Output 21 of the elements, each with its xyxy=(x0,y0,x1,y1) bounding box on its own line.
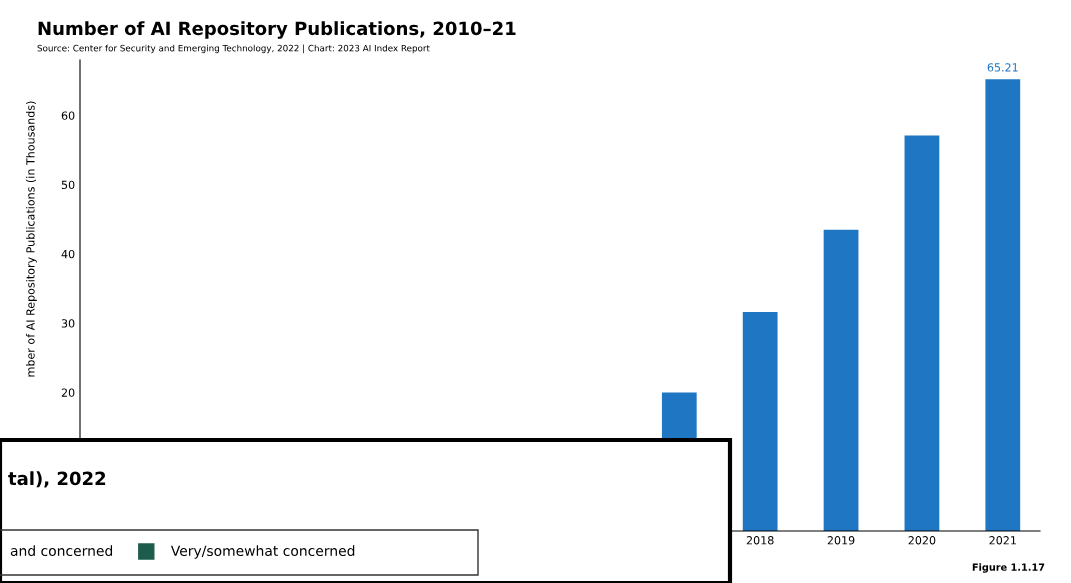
y-axis-title: mber of AI Repository Publications (in Thousands) xyxy=(26,101,37,377)
x-tick-label: 2020 xyxy=(908,536,936,545)
text: tal), 2022 xyxy=(8,471,106,488)
y-tick-label: 60 xyxy=(61,111,75,120)
y-tick-label: 20 xyxy=(61,388,75,397)
data-label: 65.21 xyxy=(987,63,1018,72)
bar xyxy=(823,229,859,531)
x-tick-label: 2019 xyxy=(827,536,855,545)
x-tick-label: 2018 xyxy=(746,536,774,545)
y-tick-label: 30 xyxy=(61,319,75,328)
chart-title: Number of AI Repository Publications, 2010–21 xyxy=(38,21,516,39)
bar xyxy=(742,312,778,531)
text: and concerned xyxy=(10,545,113,557)
bar xyxy=(985,79,1021,531)
y-tick-label: 50 xyxy=(61,180,75,190)
y-tick-label: 40 xyxy=(61,249,75,259)
legend-label: Very/somewhat concerned xyxy=(170,545,355,559)
bar xyxy=(904,135,940,531)
caption: Figure 1.1.17 xyxy=(972,563,1045,573)
x-tick-label: 2021 xyxy=(989,536,1016,545)
chart-subtitle: Source: Center for Security and Emerging Technology, 2022 | Chart: 2023 AI Index Report xyxy=(37,44,430,54)
